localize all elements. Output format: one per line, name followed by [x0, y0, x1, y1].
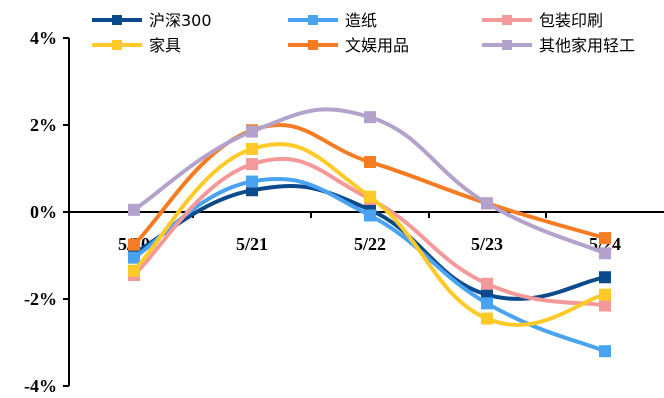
x-tick-label: 5/21	[236, 234, 268, 254]
data-point-marker	[599, 288, 611, 301]
data-point-marker	[128, 203, 140, 216]
y-tick-label: 0%	[30, 202, 57, 222]
series-4	[128, 142, 611, 327]
legend-swatch-marker	[112, 15, 122, 25]
y-tick-label: 4%	[30, 28, 57, 48]
data-point-marker	[481, 277, 493, 290]
legend-item: 造纸	[288, 11, 377, 30]
legend-swatch-marker	[502, 40, 512, 50]
data-point-marker	[246, 158, 258, 171]
legend-label: 其他家用轻工	[539, 36, 635, 55]
series-6	[128, 107, 611, 260]
legend-item: 文娱用品	[288, 36, 409, 55]
legend-swatch-marker	[308, 40, 318, 50]
series-group	[128, 107, 611, 358]
data-point-marker	[599, 232, 611, 245]
legend-swatch-marker	[502, 15, 512, 25]
y-tick-label: -4%	[24, 376, 57, 396]
data-point-marker	[599, 271, 611, 284]
data-point-marker	[364, 190, 376, 203]
data-point-marker	[128, 238, 140, 251]
legend-item: 其他家用轻工	[482, 36, 635, 55]
legend-label: 造纸	[345, 11, 377, 30]
legend-label: 家具	[149, 36, 181, 55]
data-point-marker	[599, 247, 611, 260]
data-point-marker	[246, 175, 258, 188]
legend-swatch-marker	[308, 15, 318, 25]
legend-item: 家具	[92, 36, 181, 55]
data-point-marker	[481, 297, 493, 310]
data-point-marker	[481, 312, 493, 325]
y-tick-label: -2%	[24, 289, 57, 309]
legend-swatch-marker	[112, 40, 122, 50]
data-point-marker	[128, 264, 140, 277]
data-point-marker	[246, 125, 258, 138]
data-point-marker	[364, 155, 376, 168]
data-point-marker	[364, 111, 376, 124]
data-point-marker	[599, 299, 611, 312]
data-point-marker	[364, 209, 376, 222]
x-tick-label: 5/22	[354, 234, 386, 254]
y-tick-label: 2%	[30, 115, 57, 135]
x-tick-label: 5/23	[471, 234, 503, 254]
y-axis-ticks: -4% -2% 0% 2% 4%	[24, 28, 69, 396]
data-point-marker	[128, 251, 140, 264]
legend-label: 包装印刷	[539, 11, 603, 30]
legend-label: 文娱用品	[345, 36, 409, 55]
legend-item: 包装印刷	[482, 11, 603, 30]
data-point-marker	[246, 142, 258, 155]
legend-item: 沪深300	[92, 11, 212, 30]
data-point-marker	[481, 197, 493, 210]
legend-label: 沪深300	[149, 11, 212, 30]
data-point-marker	[599, 345, 611, 358]
